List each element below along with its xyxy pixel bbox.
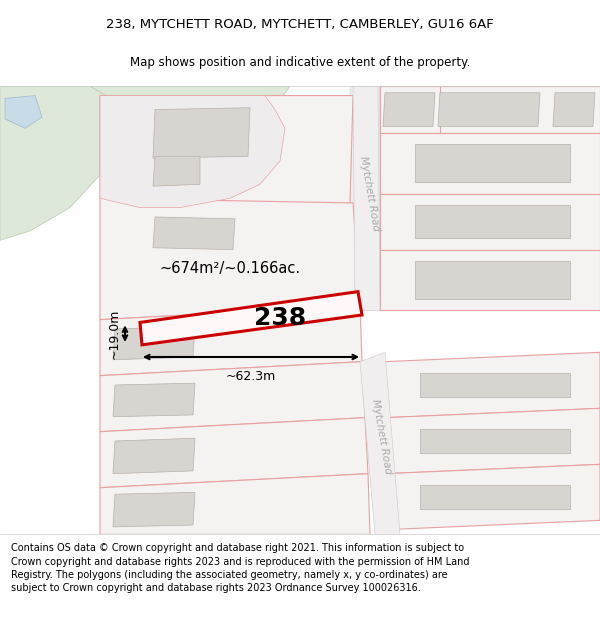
Polygon shape [380,86,440,133]
Polygon shape [420,429,570,453]
Text: Map shows position and indicative extent of the property.: Map shows position and indicative extent… [130,56,470,69]
Polygon shape [113,438,195,474]
Polygon shape [113,383,195,417]
Polygon shape [0,86,130,240]
Polygon shape [113,492,195,527]
Polygon shape [100,96,353,212]
Polygon shape [380,86,600,133]
Polygon shape [380,249,600,310]
Polygon shape [100,362,365,432]
Polygon shape [415,144,570,182]
Text: Mytchett Road: Mytchett Road [370,398,394,475]
Polygon shape [420,485,570,509]
Polygon shape [100,96,285,208]
Text: 238, MYTCHETT ROAD, MYTCHETT, CAMBERLEY, GU16 6AF: 238, MYTCHETT ROAD, MYTCHETT, CAMBERLEY,… [106,18,494,31]
Text: ~674m²/~0.166ac.: ~674m²/~0.166ac. [160,261,301,276]
Text: Mytchett Road: Mytchett Road [358,155,382,232]
Polygon shape [100,474,370,534]
Polygon shape [5,96,42,128]
Polygon shape [113,326,195,360]
Polygon shape [360,352,400,534]
Polygon shape [420,373,570,397]
Text: ~62.3m: ~62.3m [226,370,276,383]
Polygon shape [90,86,290,128]
Polygon shape [415,261,570,299]
Polygon shape [383,92,435,126]
Text: Contains OS data © Crown copyright and database right 2021. This information is : Contains OS data © Crown copyright and d… [11,543,469,593]
Polygon shape [100,198,360,319]
Polygon shape [380,133,600,194]
Polygon shape [380,194,600,249]
Polygon shape [100,306,362,376]
Polygon shape [385,464,600,530]
Polygon shape [153,217,235,249]
Polygon shape [100,418,368,488]
Polygon shape [353,86,380,310]
Polygon shape [553,92,595,126]
Polygon shape [350,86,380,310]
Polygon shape [140,292,362,345]
Polygon shape [385,408,600,474]
Polygon shape [438,92,540,126]
Polygon shape [153,107,250,158]
Text: 238: 238 [254,306,307,331]
Polygon shape [415,205,570,238]
Text: ~19.0m: ~19.0m [108,309,121,359]
Polygon shape [153,156,200,186]
Polygon shape [385,352,600,418]
